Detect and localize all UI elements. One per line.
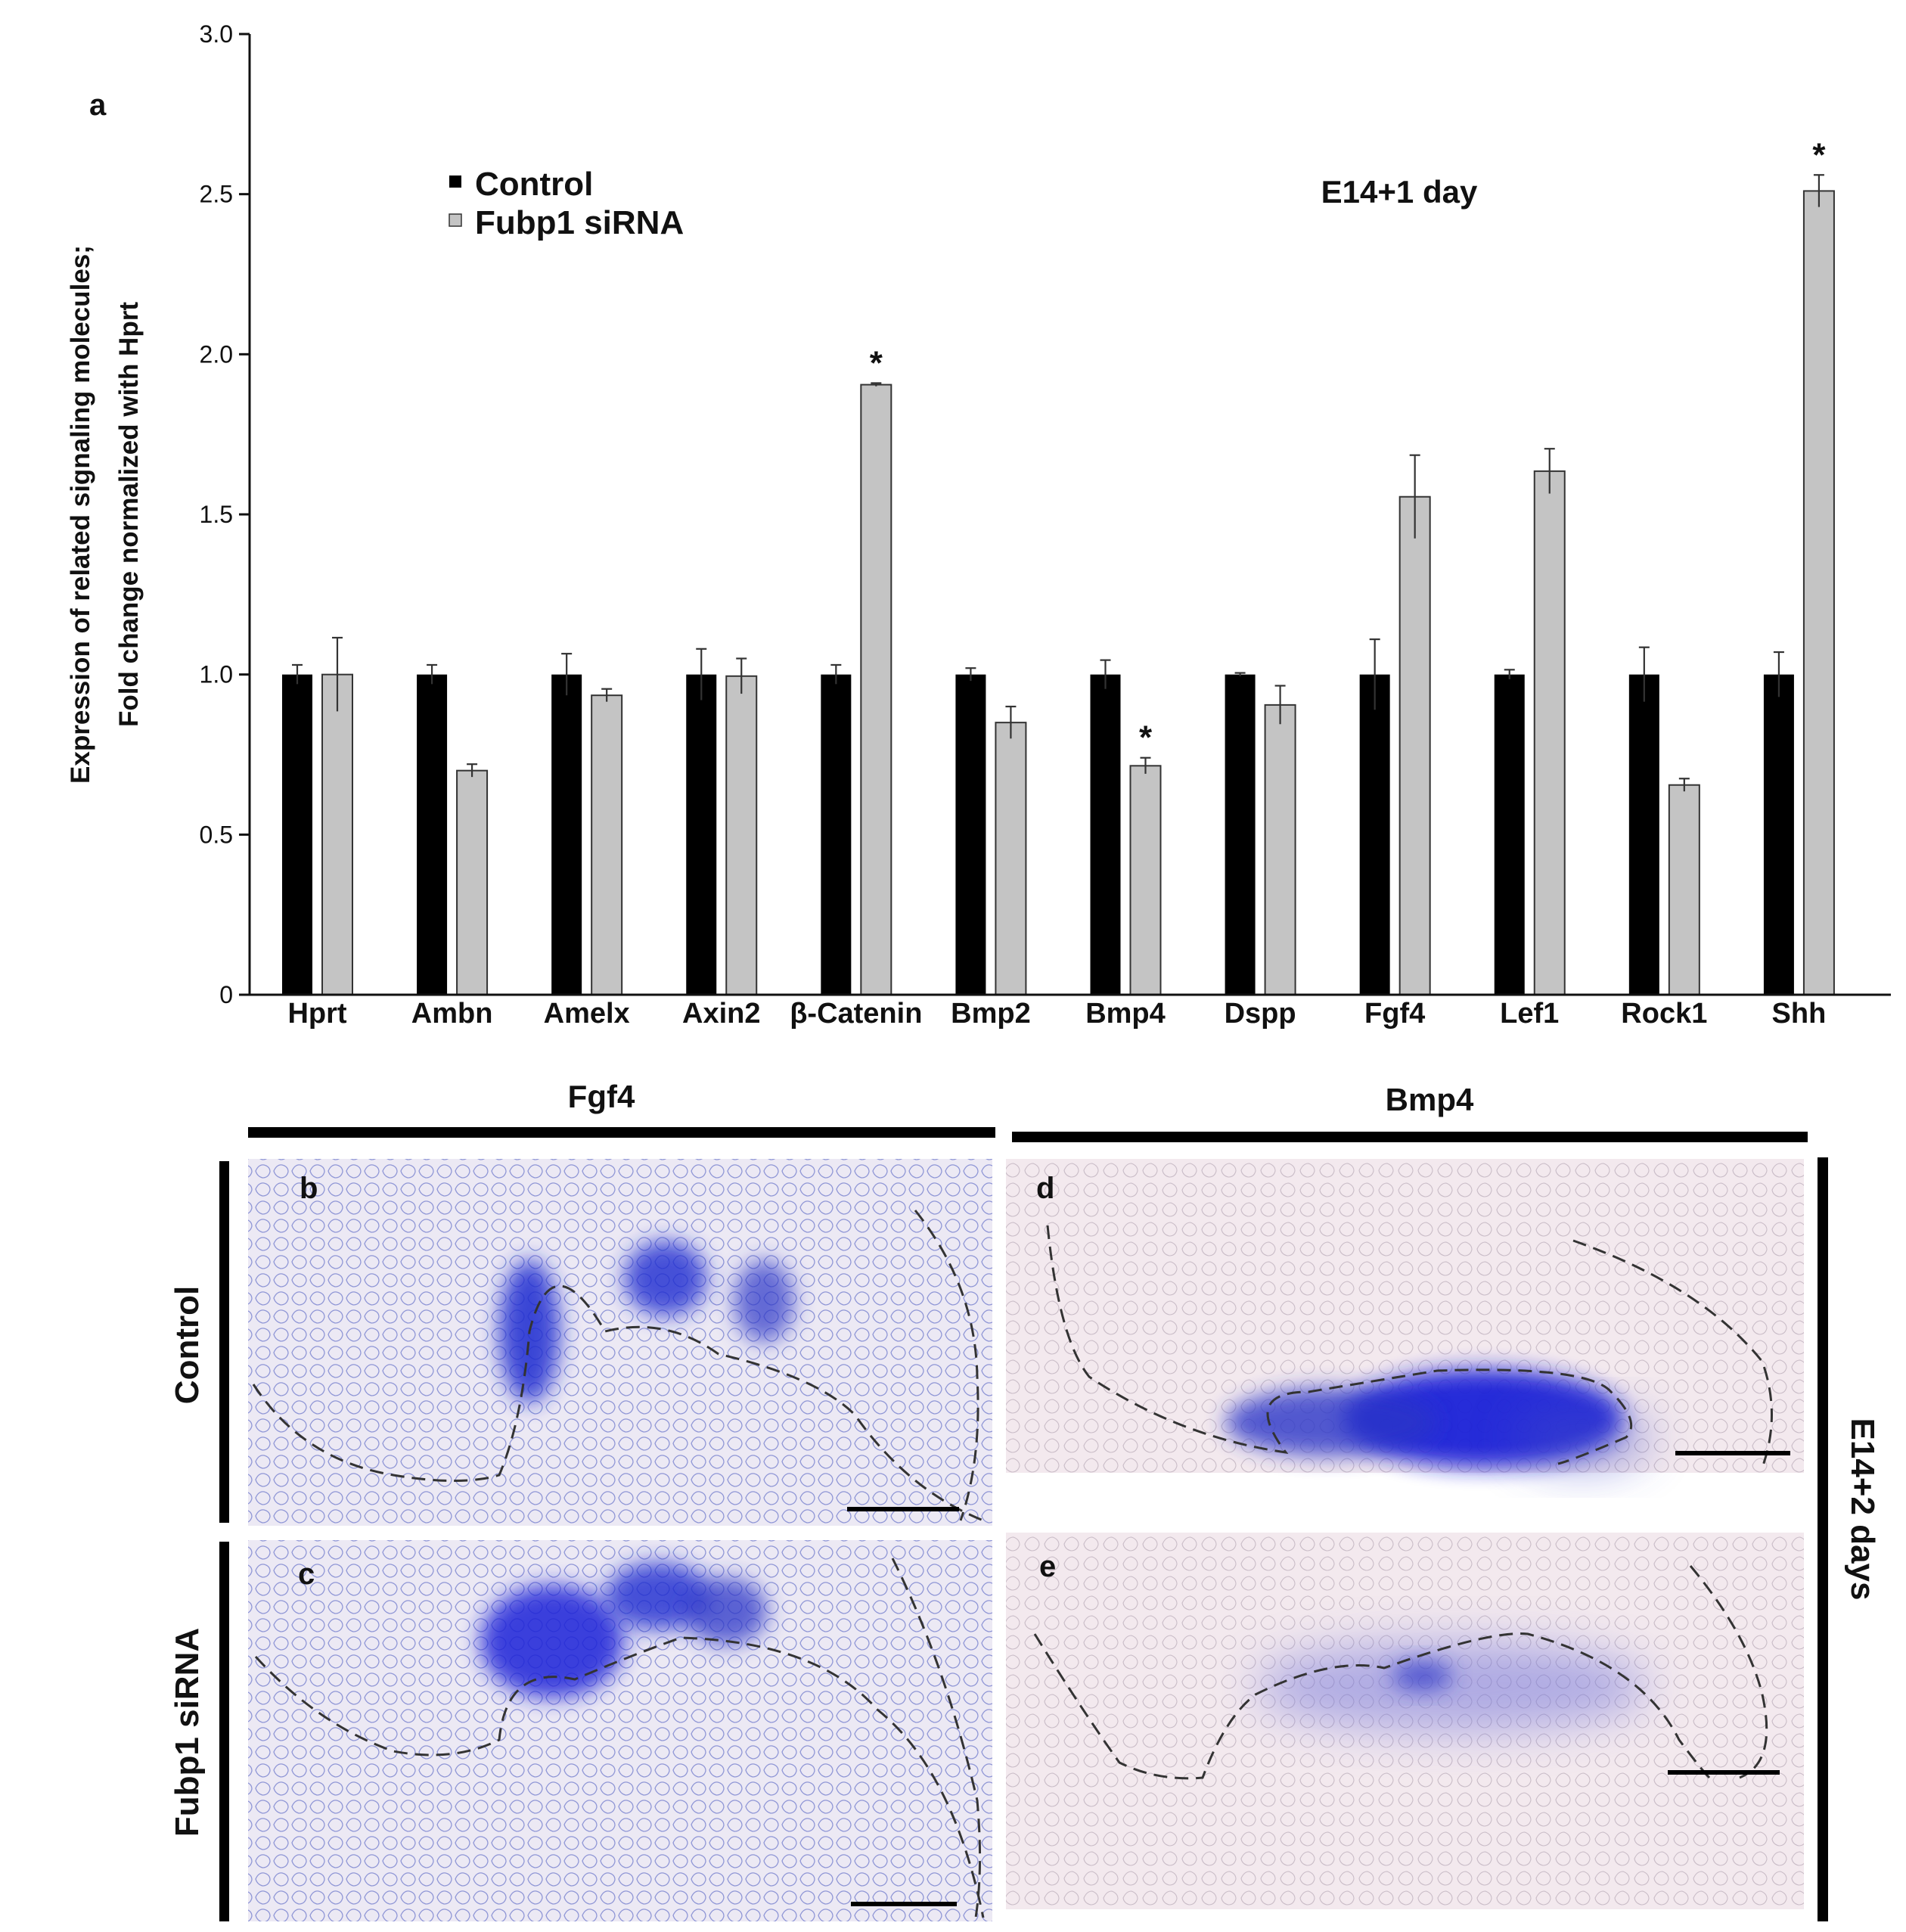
- bar-control: [1359, 674, 1390, 995]
- bar-control: [1494, 674, 1525, 995]
- category-label: β-Catenin: [790, 998, 922, 1030]
- y-axis-ticks: [239, 33, 250, 996]
- y-axis-label-line1: Expression of related signaling molecule…: [66, 245, 95, 784]
- chart-title: E14+1 day: [1321, 174, 1478, 210]
- bar-sirna: [860, 384, 892, 996]
- control-row-bar: [219, 1161, 229, 1523]
- category-labels: Hprt Ambn Amelx Axin2 β-Catenin Bmp2 Bmp4 Dspp F…: [287, 998, 1826, 1030]
- category-label: Bmp4: [1085, 998, 1166, 1030]
- significance-markers: * * *: [870, 136, 1827, 756]
- bar-sirna: [1398, 495, 1431, 996]
- bar-control: [282, 674, 312, 995]
- panel-e-letter: e: [1039, 1550, 1056, 1583]
- panel-a-letter: a: [89, 89, 107, 122]
- bar-sirna: [1264, 704, 1296, 996]
- bar-control: [1763, 674, 1794, 995]
- bar-sirna: [1533, 470, 1566, 996]
- category-label: Hprt: [287, 998, 346, 1030]
- bar-sirna: [1129, 765, 1162, 996]
- y-axis-label-line2: Fold change normalized with Hprt: [114, 302, 144, 727]
- y-tick-label: 3.0: [200, 20, 233, 48]
- y-tick-label: 2.5: [200, 181, 233, 208]
- bar-control: [417, 674, 448, 995]
- bar-sirna: [725, 675, 758, 996]
- legend-swatch-control: [449, 175, 461, 188]
- category-label: Ambn: [411, 998, 493, 1030]
- bar-sirna: [456, 769, 489, 996]
- bar-control: [686, 674, 717, 995]
- row-label-control: Control: [169, 1286, 206, 1404]
- bmp4-header-bar: [1012, 1132, 1808, 1142]
- bar-sirna: [995, 722, 1027, 996]
- fgf4-header: Fgf4: [568, 1079, 635, 1114]
- timepoint-bar: [1818, 1157, 1828, 1921]
- category-label: Shh: [1772, 998, 1827, 1030]
- y-tick-label: 0.5: [200, 821, 233, 848]
- y-tick-labels: 0 0.5 1.0 1.5 2.0 2.5 3.0: [200, 20, 233, 1008]
- y-tick-label: 1.0: [200, 661, 233, 688]
- significance-star: *: [1139, 719, 1153, 756]
- category-label: Rock1: [1621, 998, 1707, 1030]
- category-label: Fgf4: [1364, 998, 1425, 1030]
- row-label-sirna: Fubp1 siRNA: [169, 1628, 206, 1837]
- legend-label-sirna: Fubp1 siRNA: [475, 204, 684, 241]
- bar-control: [821, 674, 852, 995]
- panel-d-letter: d: [1036, 1172, 1054, 1205]
- category-label: Bmp2: [951, 998, 1031, 1030]
- bar-sirna: [1802, 190, 1835, 996]
- bar-sirna: [321, 673, 353, 996]
- category-label: Dspp: [1225, 998, 1296, 1030]
- fgf4-header-bar: [248, 1127, 995, 1138]
- legend: Control Fubp1 siRNA: [449, 166, 684, 241]
- category-label: Lef1: [1500, 998, 1559, 1030]
- image-panel-e: e: [1006, 1533, 1804, 1909]
- bmp4-header: Bmp4: [1386, 1082, 1474, 1117]
- bar-chart: a 0 0.5 1.0 1.5 2.0 2.5 3.0 * * * Hprt Ambn Amelx A…: [66, 20, 1891, 1030]
- bar-control: [1090, 674, 1121, 995]
- bar-control: [1225, 674, 1256, 995]
- category-label: Axin2: [682, 998, 760, 1030]
- image-panel-c: c: [248, 1540, 992, 1921]
- y-tick-label: 2.0: [200, 340, 233, 368]
- sirna-row-bar: [219, 1542, 229, 1921]
- y-tick-label: 0: [219, 981, 233, 1008]
- legend-swatch-sirna: [449, 213, 462, 227]
- error-bars: [292, 174, 1824, 792]
- bar-series: [282, 190, 1835, 996]
- legend-label-control: Control: [475, 166, 593, 203]
- significance-star: *: [1812, 136, 1826, 173]
- timepoint-label: E14+2 days: [1844, 1418, 1881, 1601]
- bar-control: [1628, 674, 1659, 995]
- bar-control: [551, 674, 582, 995]
- panel-c-letter: c: [298, 1558, 315, 1591]
- panel-b-letter: b: [300, 1172, 318, 1205]
- bar-control: [955, 674, 986, 995]
- image-panel-b: b: [248, 1159, 992, 1526]
- image-panel-d: d: [1006, 1159, 1804, 1473]
- significance-star: *: [870, 344, 883, 381]
- y-tick-label: 1.5: [200, 501, 233, 528]
- category-label: Amelx: [544, 998, 630, 1030]
- bar-sirna: [591, 694, 623, 996]
- bar-sirna: [1668, 784, 1700, 996]
